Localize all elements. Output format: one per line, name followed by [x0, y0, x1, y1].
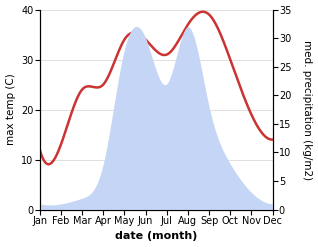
X-axis label: date (month): date (month): [115, 231, 197, 242]
Y-axis label: med. precipitation (kg/m2): med. precipitation (kg/m2): [302, 40, 313, 180]
Y-axis label: max temp (C): max temp (C): [5, 74, 16, 145]
